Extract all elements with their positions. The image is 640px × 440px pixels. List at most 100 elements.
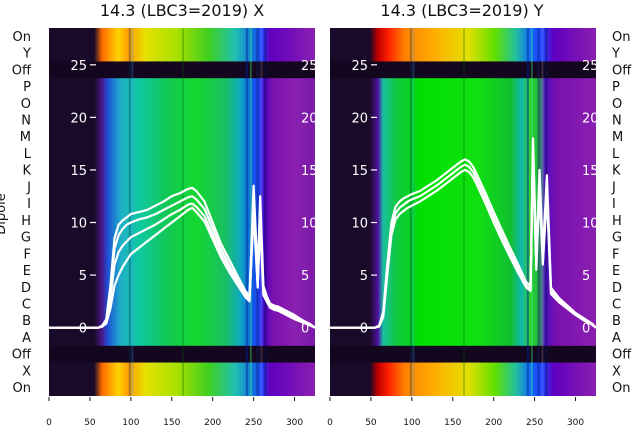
- x-axis-ticks-y: 0 50 100 150 200 250 300: [327, 397, 584, 428]
- heatmap-row-o: [49, 94, 315, 113]
- overlay-traces-y: [330, 137, 596, 329]
- row-label-b: B: [22, 314, 31, 329]
- heatmap-streak: [256, 28, 259, 396]
- row-label-k: K: [22, 164, 31, 179]
- heatmap-row-off: [49, 345, 315, 364]
- row-label-b: B: [612, 314, 621, 329]
- overlay-tick-label-right: 0: [582, 322, 590, 337]
- overlay-traces-x: [49, 184, 315, 329]
- row-label-c: C: [22, 298, 31, 313]
- heatmap-streak: [249, 28, 252, 396]
- overlay-trace-3: [49, 206, 315, 329]
- overlay-ticks-y: 0 0 5 5 10 10 15 15 20 20 25 25: [351, 59, 599, 337]
- heatmap-row-on: [49, 379, 315, 396]
- x-tick-label: 300: [286, 418, 303, 428]
- x-tick-label: 100: [122, 418, 139, 428]
- row-label-p: P: [23, 80, 31, 95]
- heatmap-row-o: [330, 94, 596, 113]
- overlay-tick-label-right: 10: [582, 217, 599, 232]
- x-tick-label: 250: [245, 418, 262, 428]
- x-tick-label: 0: [327, 418, 333, 428]
- row-label-x: X: [22, 364, 31, 379]
- heatmap-cells-y: [330, 28, 596, 396]
- chart-title-x: 14.3 (LBC3=2019) X: [100, 1, 264, 20]
- heatmap-row-b: [49, 312, 315, 330]
- row-label-x: X: [612, 364, 621, 379]
- heatmap-row-on: [330, 28, 596, 46]
- row-label-on: On: [13, 381, 31, 396]
- overlay-tick-label: 5: [79, 269, 87, 284]
- row-label-n: N: [21, 114, 31, 129]
- heatmap-row-e: [330, 262, 596, 280]
- heatmap-row-x: [330, 362, 596, 380]
- x-tick-label: 50: [365, 418, 377, 428]
- heatmap-row-i: [330, 195, 596, 213]
- row-label-f: F: [612, 247, 619, 262]
- row-label-on: On: [13, 30, 31, 45]
- overlay-tick-label: 25: [70, 59, 87, 74]
- heatmap-row-on: [49, 28, 315, 46]
- row-label-n: N: [612, 114, 622, 129]
- heatmap-row-i: [49, 195, 315, 213]
- overlay-tick-label: 25: [351, 59, 368, 74]
- x-axis-ticks-x: 0 50 100 150 200 250 300: [46, 397, 303, 428]
- heatmap-row-m: [330, 128, 596, 146]
- overlay-ticks-x: 0 0 5 5 10 10 15 15 20 20 25 25: [70, 59, 318, 337]
- row-label-p: P: [612, 80, 620, 95]
- heatmap-row-y: [49, 44, 315, 62]
- heatmap-row-l: [49, 145, 315, 163]
- heatmap-row-c: [330, 295, 596, 313]
- heatmap-streak: [182, 28, 184, 396]
- overlay-tick-label-right: 20: [301, 111, 318, 126]
- row-label-g: G: [612, 231, 622, 246]
- heatmap-streak: [412, 28, 415, 396]
- x-tick-label: 200: [485, 418, 502, 428]
- heatmap-row-off: [330, 345, 596, 364]
- heatmap-streak: [245, 28, 248, 396]
- heatmap-panel-y: 14.3 (LBC3=2019) Y OnYOffPONMLKJIHGFEDCB…: [327, 1, 632, 428]
- heatmap-row-f: [330, 245, 596, 263]
- overlay-tick-label: 10: [70, 217, 87, 232]
- heatmap-row-on: [330, 379, 596, 396]
- overlay-tick-label-right: 0: [301, 322, 309, 337]
- row-label-i: I: [27, 197, 31, 212]
- x-tick-label: 150: [444, 418, 461, 428]
- row-label-e: E: [612, 264, 620, 279]
- overlay-tick-label-right: 25: [582, 59, 599, 74]
- row-label-y: Y: [22, 47, 31, 62]
- row-label-h: H: [612, 214, 622, 229]
- row-label-l: L: [24, 147, 32, 162]
- row-label-a: A: [22, 331, 31, 346]
- heatmap-row-k: [49, 161, 315, 180]
- row-label-on: On: [612, 381, 630, 396]
- heatmap-row-g: [330, 228, 596, 246]
- overlay-tick-label-right: 25: [301, 59, 318, 74]
- row-label-off: Off: [612, 348, 632, 363]
- row-label-j: J: [611, 180, 616, 195]
- row-label-g: G: [21, 231, 31, 246]
- heatmap-streak: [264, 28, 267, 396]
- x-tick-label: 50: [84, 418, 96, 428]
- overlay-tick-label: 15: [351, 164, 368, 179]
- overlay-tick-label: 0: [79, 322, 87, 337]
- row-label-h: H: [21, 214, 31, 229]
- x-tick-label: 300: [567, 418, 584, 428]
- x-tick-label: 150: [163, 418, 180, 428]
- heatmap-row-p: [49, 78, 315, 96]
- row-label-on: On: [612, 30, 630, 45]
- overlay-tick-label-right: 5: [301, 269, 309, 284]
- row-label-y: Y: [611, 47, 620, 62]
- overlay-tick-label-right: 10: [301, 217, 318, 232]
- heatmap-panel-x: 14.3 (LBC3=2019) X Dipole OnYOffPONMLKJI…: [0, 1, 318, 428]
- row-label-c: C: [612, 298, 621, 313]
- heatmap-streak: [541, 28, 544, 396]
- overlay-trace-0: [49, 184, 315, 329]
- overlay-tick-label-right: 20: [582, 111, 599, 126]
- heatmap-row-a: [49, 329, 315, 347]
- heatmap-streak: [128, 28, 131, 396]
- heatmap-row-l: [330, 145, 596, 163]
- heatmap-streak: [463, 28, 465, 396]
- heatmap-row-h: [49, 212, 315, 230]
- overlay-tick-label: 20: [70, 111, 87, 126]
